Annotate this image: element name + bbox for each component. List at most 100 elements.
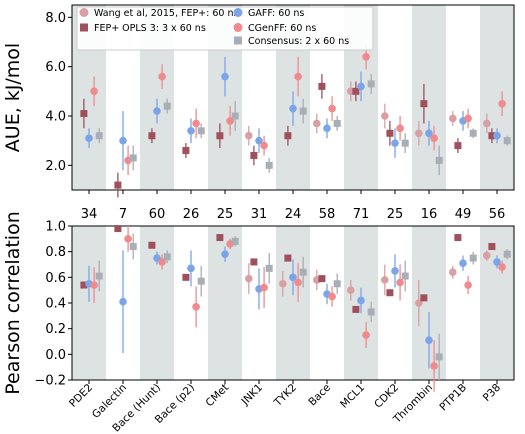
data-point — [391, 139, 399, 147]
data-point — [187, 127, 195, 135]
data-point — [313, 119, 321, 128]
data-point — [163, 253, 171, 261]
count-label: 16 — [421, 207, 438, 222]
data-point — [420, 294, 428, 302]
pearson-ytick-label: 0.0 — [45, 348, 66, 363]
pearson-panel: −0.2 0.0 0.2 0.4 0.6 0.8 1.0 Pearson correlatio… — [2, 211, 515, 434]
data-point — [158, 72, 166, 81]
data-point — [381, 112, 389, 120]
data-point — [483, 251, 491, 260]
data-point — [216, 234, 224, 242]
data-point — [221, 250, 229, 259]
data-point — [357, 296, 365, 305]
data-point — [435, 156, 443, 164]
data-point — [503, 250, 511, 258]
count-label: 34 — [81, 207, 98, 222]
data-point — [396, 124, 404, 133]
data-point — [197, 127, 205, 135]
legend-marker — [80, 23, 88, 32]
data-point — [386, 289, 394, 297]
data-point — [129, 154, 137, 162]
data-point — [425, 129, 433, 138]
data-point — [85, 134, 93, 142]
data-point — [415, 129, 423, 138]
data-point — [148, 241, 156, 249]
data-point — [153, 107, 161, 115]
legend-marker — [233, 23, 243, 32]
pearson-band — [72, 226, 106, 380]
data-point — [498, 99, 506, 108]
data-point — [367, 308, 375, 316]
count-label: 24 — [285, 207, 302, 222]
data-point — [401, 139, 409, 147]
data-point — [449, 268, 457, 277]
data-point — [197, 277, 205, 285]
data-point — [90, 281, 98, 289]
count-label: 58 — [319, 207, 336, 222]
data-point — [163, 102, 171, 110]
data-point — [245, 131, 253, 140]
data-point — [333, 280, 341, 288]
legend-label: FEP+ OPLS 3: 3 x 60 ns — [94, 23, 206, 34]
data-point — [493, 258, 501, 266]
data-point — [299, 268, 307, 276]
legend-label: GAFF: 60 ns — [248, 8, 304, 19]
data-point — [352, 87, 360, 95]
pearson-band — [276, 226, 310, 380]
data-point — [90, 87, 98, 96]
data-point — [381, 276, 389, 284]
data-point — [260, 283, 268, 292]
pearson-band — [140, 226, 174, 380]
pearson-ytick-label: 0.6 — [45, 271, 66, 286]
legend-label: CGenFF: 60 ns — [248, 23, 316, 34]
legend-label: Consensus: 2 x 60 ns — [248, 36, 349, 47]
x-tick-label: Bace — [306, 382, 333, 409]
data-point — [357, 82, 365, 91]
data-point — [454, 142, 462, 150]
data-point — [391, 267, 399, 275]
legend-label: Wang et al, 2015, FEP+: 60 ns — [94, 8, 238, 19]
data-point — [119, 297, 127, 306]
x-tick-label: P38 — [481, 382, 503, 404]
data-point — [328, 292, 336, 301]
data-point — [488, 243, 496, 251]
legend-box — [76, 6, 374, 51]
data-point — [435, 353, 443, 361]
data-point — [459, 259, 467, 268]
data-point — [430, 134, 438, 142]
data-point — [260, 141, 268, 150]
data-point — [318, 82, 326, 90]
count-label: 56 — [489, 207, 506, 222]
aue-ytick-label: 8.0 — [45, 11, 66, 26]
aue-ytick-label: 6.0 — [45, 60, 66, 75]
x-tick-label: TYK2 — [271, 382, 299, 410]
data-point — [245, 274, 253, 283]
data-point — [80, 281, 88, 289]
data-point — [284, 132, 292, 140]
pearson-ytick-label: 0.2 — [45, 322, 66, 337]
data-point — [182, 147, 190, 155]
aue-ytick-label: 4.0 — [45, 110, 66, 125]
data-point — [352, 305, 360, 313]
data-point — [124, 235, 132, 243]
pearson-ytick-label: −0.2 — [34, 374, 66, 389]
data-point — [454, 234, 462, 242]
data-point — [299, 107, 307, 115]
data-point — [401, 272, 409, 280]
pearson-ytick-label: 0.4 — [45, 297, 66, 312]
x-tick-label: MCL1 — [338, 382, 367, 411]
legend-marker — [79, 8, 89, 17]
data-point — [284, 254, 292, 262]
count-label: 31 — [251, 207, 268, 222]
data-point — [231, 237, 239, 245]
data-point — [192, 119, 200, 128]
data-point — [362, 331, 370, 339]
legend-marker — [234, 36, 242, 45]
data-point — [192, 303, 200, 311]
data-point — [250, 258, 258, 266]
data-point — [347, 286, 355, 294]
data-point — [420, 100, 428, 108]
data-point — [265, 264, 273, 272]
data-point — [289, 273, 297, 282]
